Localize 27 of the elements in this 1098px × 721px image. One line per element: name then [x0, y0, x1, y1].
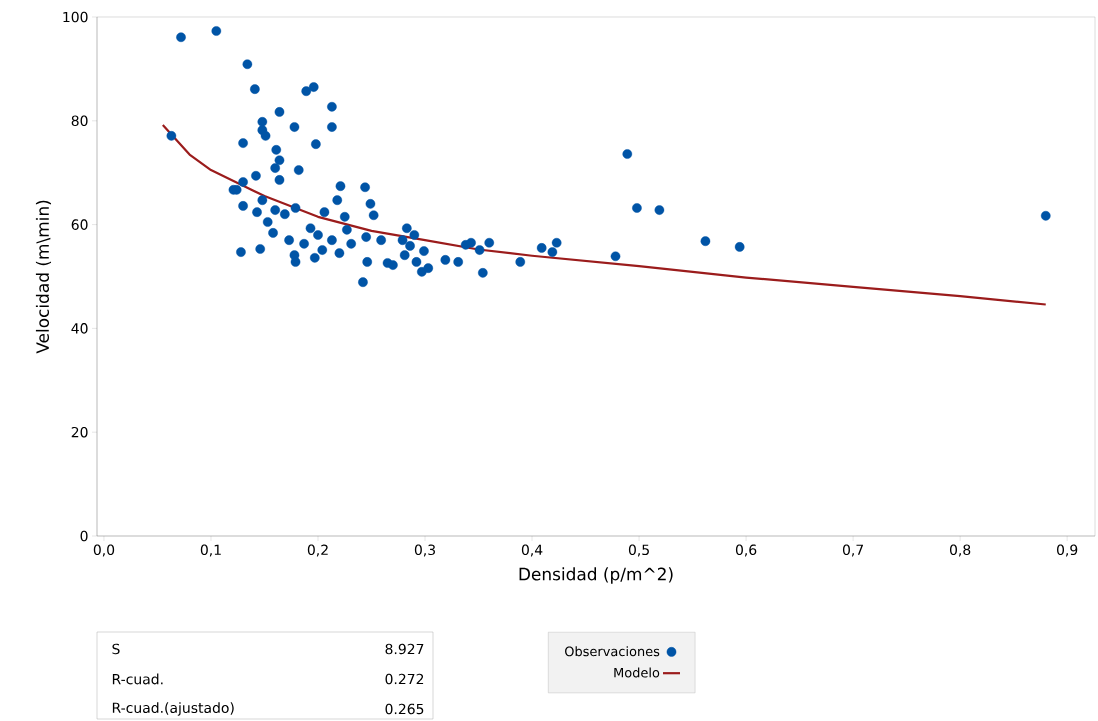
x-tick-label: 0,1 [200, 544, 221, 557]
x-tick-label: 0,8 [949, 544, 971, 557]
x-tick-label: 0,4 [521, 544, 543, 557]
x-tick-label: 0,6 [735, 544, 757, 557]
text: R-cuad. [112, 673, 163, 685]
text: 0.272 [385, 673, 424, 685]
y-tick-label: 100 [63, 11, 88, 23]
text: 8.927 [385, 643, 424, 655]
y-axis-title: Velocidad (m\min) [35, 200, 52, 354]
x-tick-label: 0,7 [842, 544, 864, 557]
text: R-cuad.(ajustado) [112, 702, 234, 716]
y-tick-label: 20 [71, 426, 88, 438]
y-tick-label: 60 [71, 219, 88, 230]
x-tick-label: 0,9 [1056, 544, 1078, 557]
line-series [161, 123, 1047, 306]
x-tick-label: 0,2 [307, 544, 328, 557]
legend-label: Modelo [614, 667, 660, 678]
legend-label: Observaciones [565, 646, 660, 657]
text: 0.265 [385, 703, 424, 715]
text: S [112, 643, 120, 655]
y-tick-label: 80 [71, 115, 88, 127]
x-tick-label: 0,3 [414, 544, 435, 557]
x-axis-title: Densidad (p/m^2) [519, 567, 673, 584]
x-tick-label: 0,5 [628, 544, 649, 557]
y-tick-label: 0 [80, 530, 88, 542]
y-tick-label: 40 [71, 323, 88, 334]
x-tick-label: 0,0 [93, 544, 115, 557]
